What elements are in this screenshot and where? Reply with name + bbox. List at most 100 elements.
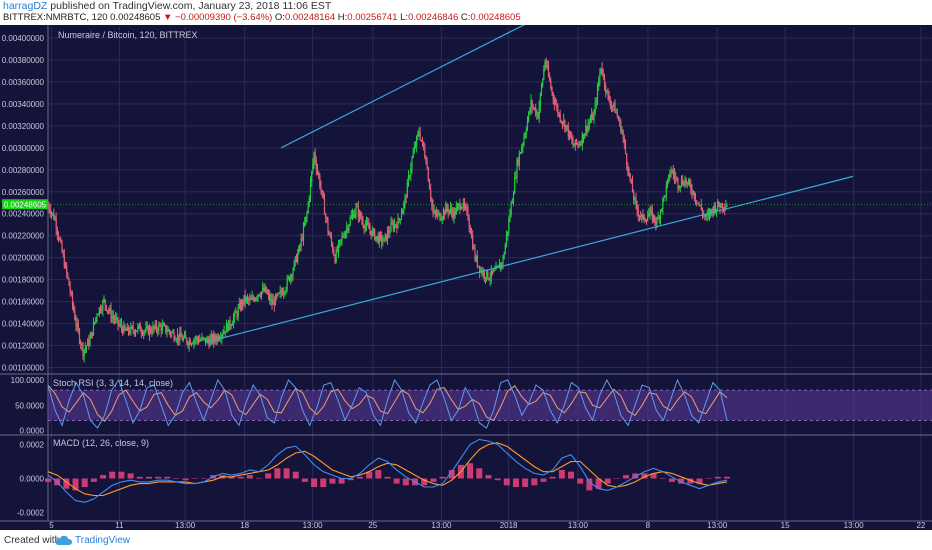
- candle-body: [162, 324, 165, 326]
- candle-body: [699, 204, 701, 206]
- candle-body: [638, 215, 641, 217]
- candle-body: [319, 176, 321, 187]
- candle-body: [701, 209, 704, 215]
- candle-body: [182, 337, 184, 341]
- candle-body: [594, 102, 596, 113]
- candle-body: [623, 137, 625, 144]
- candle-body: [256, 297, 258, 299]
- candle-body: [140, 331, 142, 333]
- candle-body: [376, 235, 378, 237]
- candle-body: [500, 263, 502, 269]
- candle-body: [718, 201, 720, 206]
- candle-body: [584, 133, 586, 139]
- candle-body: [155, 323, 158, 330]
- candle-body: [570, 131, 572, 138]
- macd-histogram-bar: [632, 473, 639, 479]
- candle-body: [399, 219, 401, 221]
- candle-body: [474, 248, 476, 261]
- candle-body: [103, 299, 105, 302]
- candle-body: [110, 308, 112, 319]
- candle-body: [286, 278, 288, 289]
- candle-body: [678, 187, 680, 189]
- candle-body: [304, 222, 306, 226]
- time-tick-label: 13:00: [707, 521, 728, 530]
- candle-body: [482, 271, 484, 275]
- candle-body: [490, 270, 492, 278]
- macd-histogram-bar: [164, 476, 171, 479]
- macd-histogram-bar: [705, 478, 712, 479]
- candle-body: [403, 202, 405, 210]
- symbol-label: BITTREX:NMRBTC, 120: [3, 12, 108, 23]
- candle-body: [568, 131, 571, 137]
- candle-body: [654, 215, 656, 222]
- candle-body: [437, 213, 439, 216]
- macd-histogram-bar: [714, 476, 721, 479]
- candle-body: [315, 161, 317, 170]
- candle-body: [195, 337, 197, 340]
- candle-body: [307, 202, 309, 213]
- candle-body: [459, 203, 461, 210]
- candle-body: [115, 317, 117, 321]
- trading-chart[interactable]: 0.00100000 0.00120000 0.00140000 0.00160000…: [0, 25, 932, 530]
- lower-trendline[interactable]: [205, 175, 854, 343]
- candle-body: [106, 310, 109, 312]
- candle-body: [211, 335, 214, 343]
- candle-body: [504, 244, 506, 255]
- candle-body: [671, 170, 673, 172]
- candle-body: [563, 120, 565, 124]
- candle-body: [294, 256, 296, 262]
- candle-body: [117, 317, 119, 325]
- candle-body: [358, 212, 361, 217]
- candle-body: [649, 209, 651, 215]
- price-tick-label: 0.00260000: [2, 188, 45, 197]
- candle-body: [244, 294, 246, 302]
- candle-body: [585, 125, 587, 134]
- close-value: 0.00248605: [470, 12, 521, 23]
- price-tick-label: 0.00340000: [2, 100, 45, 109]
- candle-body: [412, 152, 414, 158]
- candle-body: [300, 238, 302, 247]
- last-price-tag: [2, 199, 48, 210]
- upper-trendline[interactable]: [280, 25, 541, 149]
- candle-body: [697, 202, 699, 204]
- macd-histogram-bar: [338, 478, 345, 484]
- time-tick-label: 13:00: [303, 521, 324, 530]
- tradingview-link[interactable]: TradingView: [75, 535, 131, 546]
- rsi-tick-label: 50.0000: [15, 401, 44, 410]
- macd-histogram-bar: [678, 478, 685, 484]
- candle-body: [222, 333, 224, 335]
- candle-body: [111, 316, 113, 319]
- candle-body: [278, 293, 280, 295]
- candle-body: [535, 108, 537, 115]
- macd-histogram-bar: [45, 478, 51, 482]
- candle-body: [537, 112, 539, 119]
- candle-body: [252, 297, 254, 299]
- candle-body: [186, 338, 188, 344]
- candle-body: [676, 177, 678, 179]
- candle-body: [337, 242, 340, 252]
- footer: Created with TradingView: [0, 530, 932, 550]
- candle-body: [102, 301, 104, 311]
- macd-histogram-bar: [301, 478, 308, 482]
- candle-body: [719, 205, 721, 208]
- candle-body: [431, 198, 433, 205]
- candle-body: [173, 332, 175, 340]
- trendlines[interactable]: [205, 25, 854, 343]
- candle-body: [59, 238, 61, 240]
- candle-body: [477, 265, 480, 267]
- macd-histogram-bar: [467, 463, 474, 479]
- candle-body: [554, 104, 557, 106]
- candle-body: [644, 220, 646, 222]
- candle-body: [342, 236, 344, 238]
- time-tick-label: 13:00: [568, 521, 589, 530]
- time-tick-label: 18: [240, 521, 249, 530]
- candle-body: [171, 332, 173, 335]
- macd-histogram-bar: [687, 478, 694, 484]
- candle-body: [540, 85, 543, 94]
- candle-body: [234, 311, 236, 318]
- candle-body: [293, 261, 295, 271]
- candle-body: [690, 184, 692, 191]
- candle-body: [207, 338, 209, 341]
- macd-histogram-bar: [439, 476, 446, 479]
- author-link[interactable]: harragDZ: [3, 0, 48, 12]
